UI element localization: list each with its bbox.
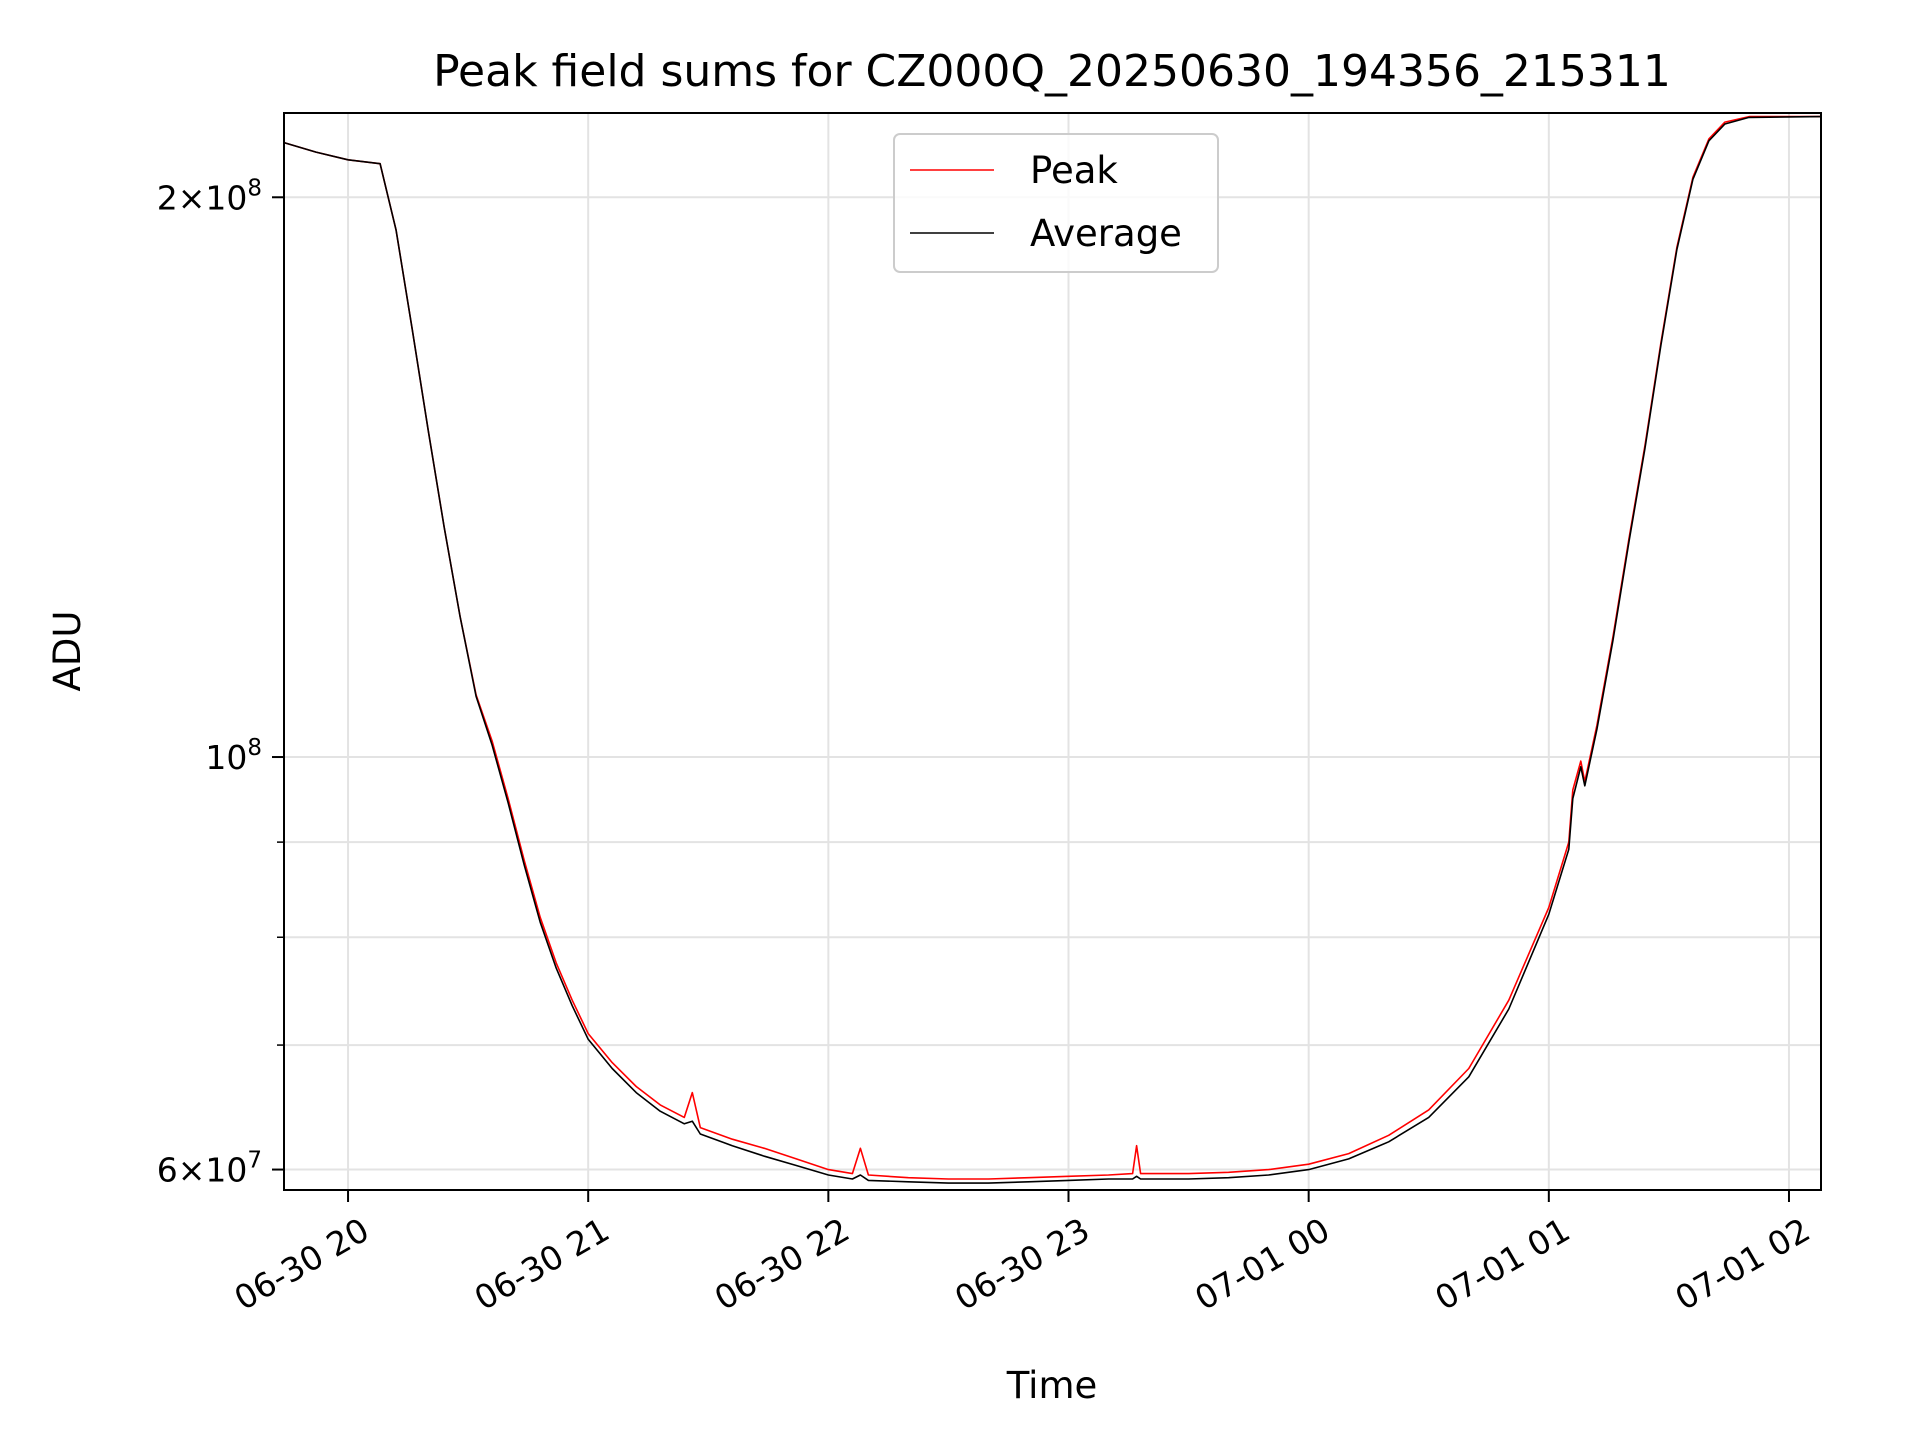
y-tick-label: 6×107 <box>157 1148 262 1190</box>
y-tick-label: 108 <box>205 735 262 777</box>
plot-area-frame <box>283 112 1822 1191</box>
y-axis-label: ADU <box>46 611 89 692</box>
legend-label-average: Average <box>1030 212 1182 255</box>
y-axis-ticks: 6×107 108 2×108 <box>157 175 284 1190</box>
chart-title: Peak field sums for CZ000Q_20250630_1943… <box>433 46 1671 97</box>
y-tick-label: 2×108 <box>157 175 262 217</box>
series-line-average <box>283 115 1822 1184</box>
series-lines <box>283 115 1822 1184</box>
legend-label-peak: Peak <box>1030 149 1118 192</box>
x-axis-label: Time <box>1006 1364 1098 1407</box>
legend: Peak Average <box>893 133 1219 273</box>
legend-box <box>893 133 1219 273</box>
series-line-peak <box>283 115 1821 1180</box>
